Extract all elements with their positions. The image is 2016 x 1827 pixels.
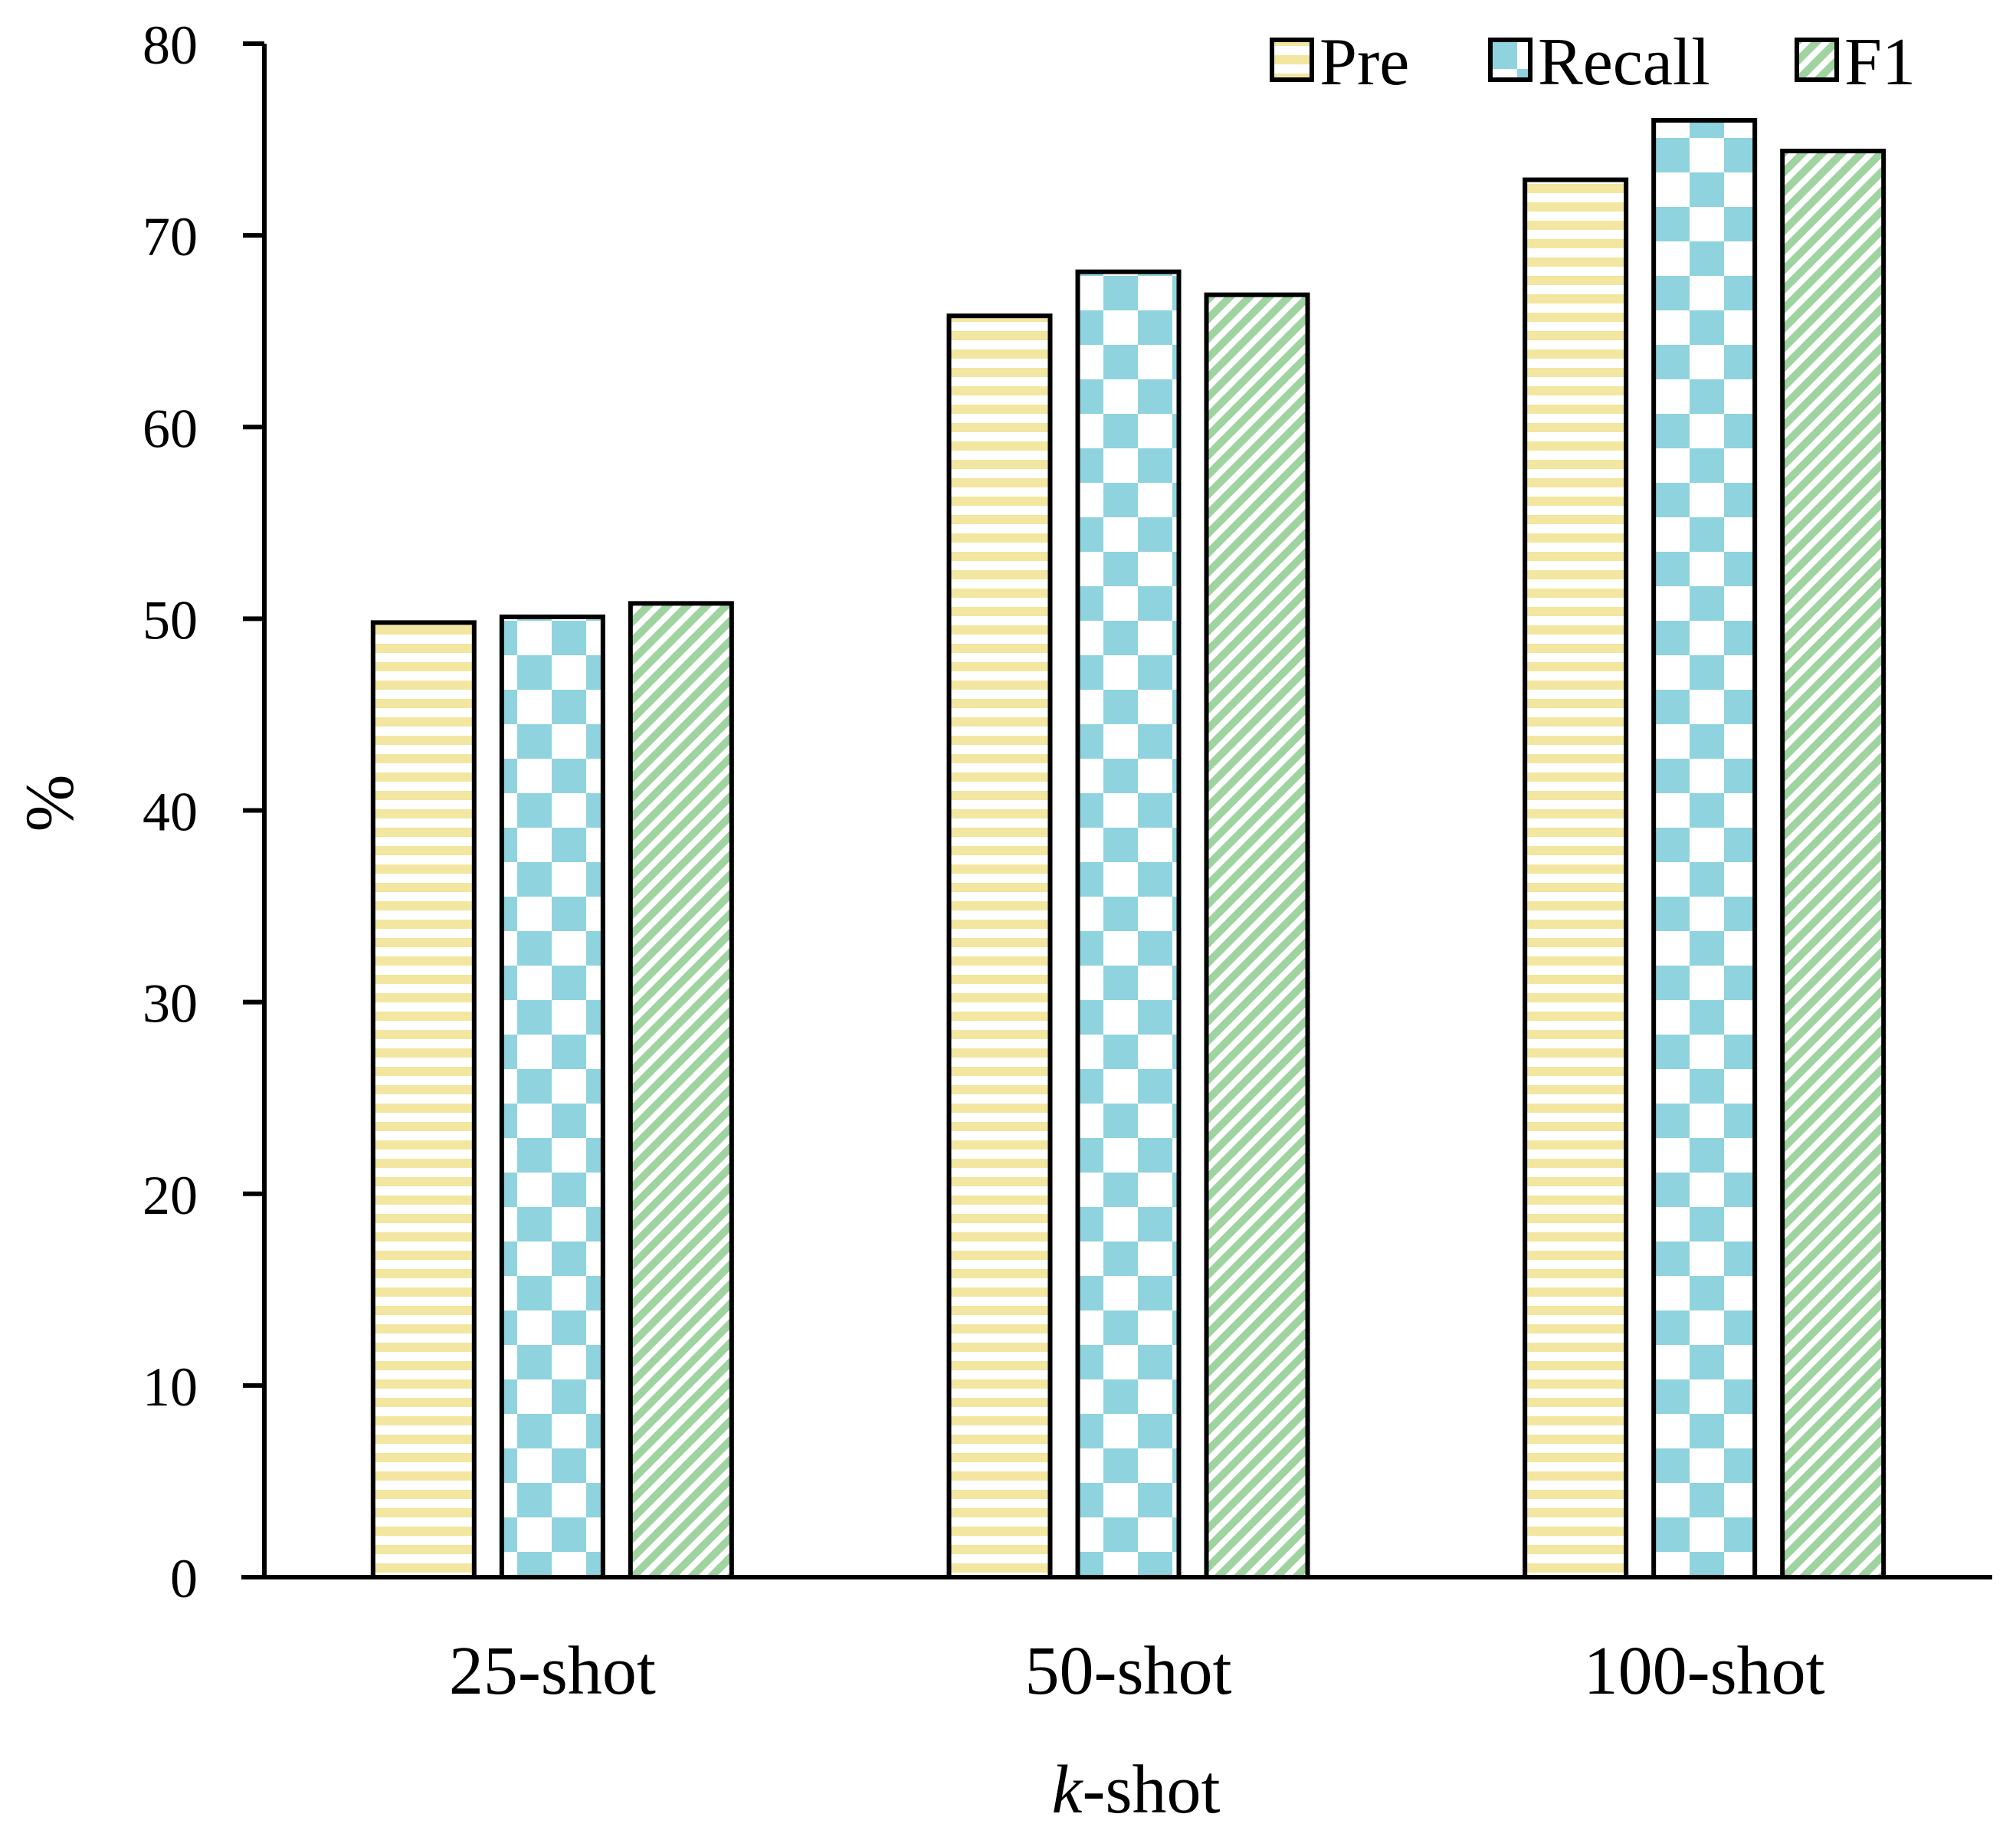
y-tick-label: 80 [143,15,198,76]
y-tick-label: 60 [143,398,198,459]
x-tick-label: 100-shot [1584,1633,1825,1709]
bar-recall-100-shot [1651,118,1758,1579]
y-tick-label: 40 [143,782,198,843]
bar-f1-100-shot [1780,149,1887,1580]
x-tick-label: 50-shot [1025,1633,1232,1709]
bar-f1-50-shot [1204,292,1310,1580]
bar-pre-100-shot [1523,177,1629,1579]
legend-label-f1: F1 [1844,25,1916,100]
x-tick-label: 25-shot [449,1633,656,1709]
y-tick-label: 50 [143,589,198,651]
legend-swatch-recall [1488,38,1532,82]
x-axis-title-rest: -shot [1082,1752,1220,1823]
y-tick-label: 20 [143,1165,198,1226]
y-tick-label: 70 [143,206,198,267]
bar-recall-25-shot [499,614,605,1579]
legend-swatch-f1 [1795,38,1839,82]
y-tick-label: 10 [143,1356,198,1418]
bars [370,118,1887,1580]
axes: 25-shot 50-shot 100-shot 0 10 20 30 40 50 60 70 80%… [12,15,1992,1827]
legend-label-recall: Recall [1538,25,1710,100]
bar-pre-50-shot [946,313,1053,1579]
y-tick-label: 0 [170,1548,198,1609]
legend: Pre Recall F1 [1270,25,1916,100]
x-axis-title: k-shot [1052,1752,1221,1823]
y-tick-label: 30 [143,973,198,1035]
bar-f1-25-shot [628,601,734,1579]
x-axis-title-italic: k [1052,1752,1084,1823]
bar-recall-50-shot [1075,269,1182,1579]
bar-pre-25-shot [370,620,477,1580]
y-axis-title: % [12,775,88,832]
legend-swatch-pre [1270,38,1314,82]
legend-label-pre: Pre [1319,25,1409,100]
